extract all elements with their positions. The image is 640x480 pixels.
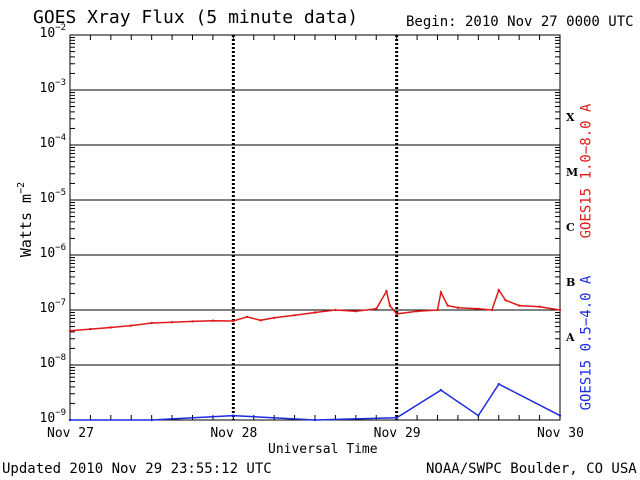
y-tick-label: 10−5 bbox=[39, 188, 67, 206]
x-tick-label: Nov 29 bbox=[373, 426, 421, 441]
series-line-long bbox=[69, 288, 561, 332]
x-tick-label: Nov 30 bbox=[537, 426, 584, 441]
series-point bbox=[109, 326, 113, 329]
y-tick-label: 10−6 bbox=[39, 243, 67, 261]
series-point bbox=[477, 307, 480, 310]
flare-class-label: B bbox=[566, 275, 576, 289]
series-line-short bbox=[70, 383, 561, 421]
series-point bbox=[497, 382, 500, 386]
updated-time: Updated 2010 Nov 29 23:55:12 UTC bbox=[2, 461, 272, 477]
series-point bbox=[375, 307, 378, 310]
series-point bbox=[456, 306, 460, 309]
series-point bbox=[558, 308, 562, 312]
series-point bbox=[439, 291, 443, 294]
plot-frame bbox=[69, 34, 561, 421]
series-point bbox=[150, 321, 153, 325]
series-point bbox=[130, 324, 133, 327]
series-point bbox=[334, 308, 337, 312]
series-point bbox=[439, 388, 443, 392]
series-point bbox=[245, 315, 249, 319]
series-point bbox=[232, 319, 235, 323]
series-point bbox=[150, 418, 153, 422]
y-tick-label: 10−2 bbox=[39, 23, 67, 41]
series-point bbox=[388, 304, 392, 307]
x-tick-label: Nov 28 bbox=[210, 426, 258, 441]
series-point bbox=[273, 316, 276, 319]
series-point bbox=[518, 304, 521, 307]
series-point bbox=[170, 321, 174, 324]
x-axis-label: Universal Time bbox=[268, 442, 378, 457]
flare-class-label: C bbox=[566, 220, 575, 234]
y-tick-label: 10−9 bbox=[39, 408, 67, 426]
flare-class-label: M bbox=[566, 165, 579, 179]
flare-class-label: A bbox=[566, 330, 575, 344]
series-point bbox=[415, 310, 419, 313]
series-point bbox=[490, 308, 494, 312]
y-tick-label: 10−8 bbox=[39, 353, 67, 371]
y-tick-label: 10−7 bbox=[39, 298, 67, 316]
series-point bbox=[436, 308, 439, 312]
series-point bbox=[504, 299, 507, 302]
series-label-long: GOES15 1.0−8.0 A bbox=[578, 103, 595, 239]
series-point bbox=[354, 310, 357, 313]
y-tick-label: 10−3 bbox=[39, 78, 67, 96]
x-tick-label: Nov 27 bbox=[47, 426, 94, 441]
series-point bbox=[395, 416, 398, 419]
series-point bbox=[558, 414, 562, 417]
series-label-short: GOES15 0.5−4.0 A bbox=[578, 275, 595, 411]
series-point bbox=[313, 311, 317, 314]
series-point bbox=[259, 319, 262, 322]
series-point bbox=[313, 418, 317, 422]
series-point bbox=[89, 327, 92, 331]
series-point bbox=[68, 418, 72, 422]
series-point bbox=[497, 288, 500, 292]
begin-time: Begin: 2010 Nov 27 0000 UTC bbox=[406, 14, 634, 30]
flare-class-label: X bbox=[566, 110, 575, 124]
series-point bbox=[538, 305, 541, 308]
chart-title: GOES Xray Flux (5 minute data) bbox=[33, 7, 359, 28]
series-point bbox=[191, 320, 194, 323]
series-point bbox=[395, 312, 398, 316]
series-point bbox=[477, 414, 480, 417]
series-point bbox=[293, 314, 296, 317]
series-point bbox=[385, 290, 388, 293]
series-point bbox=[68, 329, 72, 332]
series-point bbox=[446, 304, 449, 307]
y-tick-label: 10−4 bbox=[39, 133, 67, 151]
series-point bbox=[211, 319, 215, 322]
credit: NOAA/SWPC Boulder, CO USA bbox=[426, 461, 637, 477]
series-point bbox=[232, 414, 235, 417]
